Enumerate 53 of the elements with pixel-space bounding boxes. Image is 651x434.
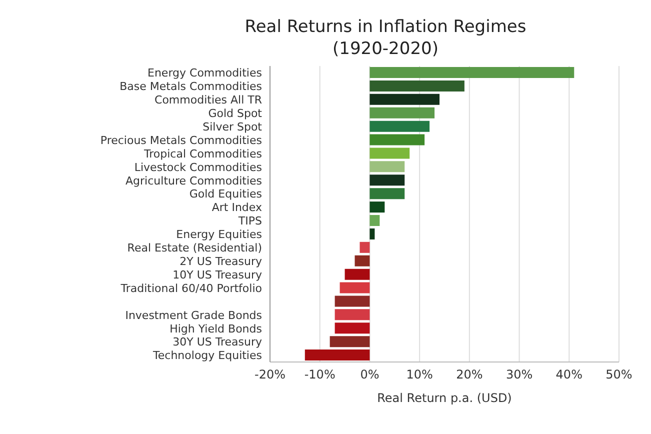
x-tick-label: 50% <box>606 368 632 382</box>
bar <box>370 202 385 213</box>
y-tick-label: Silver Spot <box>202 120 263 134</box>
chart-title: Real Returns in Inflation Regimes (1920-2020) <box>244 16 528 60</box>
bar <box>370 228 375 240</box>
y-tick-label: High Yield Bonds <box>170 322 262 336</box>
y-tick-label: 10Y US Treasury <box>172 268 262 282</box>
y-tick-label: 30Y US Treasury <box>172 336 262 349</box>
bar <box>304 350 370 361</box>
y-tick-label: Base Metals Commodities <box>120 80 262 94</box>
bar <box>370 67 574 78</box>
bar <box>340 282 370 294</box>
y-tick-label: Tropical Commodities <box>143 147 262 160</box>
bar <box>334 309 370 320</box>
bar <box>354 255 370 266</box>
y-tick-label: Precious Metals Commodities <box>100 134 262 147</box>
bar <box>370 94 440 105</box>
y-tick-label: 2Y US Treasury <box>180 254 262 268</box>
x-axis-title: Real Return p.a. (USD) <box>377 391 512 405</box>
y-tick-label: Agriculture Commodities <box>126 174 262 188</box>
bar <box>370 148 410 159</box>
x-tick-label: 40% <box>556 368 582 382</box>
y-tick-label: Traditional 60/40 Portfolio <box>120 282 262 295</box>
bar <box>370 215 380 226</box>
x-tick-label: 0% <box>360 368 380 382</box>
y-tick-label: Real Estate (Residential) <box>127 242 262 255</box>
y-tick-label: Livestock Commodities <box>134 160 262 174</box>
x-tick-label: -10% <box>304 368 336 382</box>
y-tick-label: Gold Spot <box>208 106 263 120</box>
x-tick-label: -20% <box>254 368 286 382</box>
y-tick-label: TIPS <box>237 214 262 228</box>
x-tick-label: 20% <box>456 368 483 382</box>
bar <box>370 107 435 118</box>
y-tick-label: Energy Commodities <box>148 66 262 80</box>
y-tick-label: Energy Equities <box>176 228 262 242</box>
x-tick-label: 10% <box>406 368 433 382</box>
bar <box>344 268 370 280</box>
y-tick-label: Art Index <box>212 201 262 214</box>
bar <box>334 296 370 307</box>
bar <box>360 242 370 253</box>
bar <box>370 188 405 200</box>
y-tick-label: Gold Equities <box>189 188 262 201</box>
bar <box>370 120 430 132</box>
bar <box>370 174 405 186</box>
x-tick-label: 30% <box>506 368 533 382</box>
y-tick-label: Investment Grade Bonds <box>125 308 262 322</box>
bar <box>330 336 370 348</box>
bar <box>334 322 370 334</box>
bar <box>370 161 405 172</box>
bar <box>370 80 464 92</box>
bar <box>370 134 425 146</box>
y-tick-label: Technology Equities <box>152 349 262 362</box>
y-tick-label: Commodities All TR <box>154 94 262 107</box>
